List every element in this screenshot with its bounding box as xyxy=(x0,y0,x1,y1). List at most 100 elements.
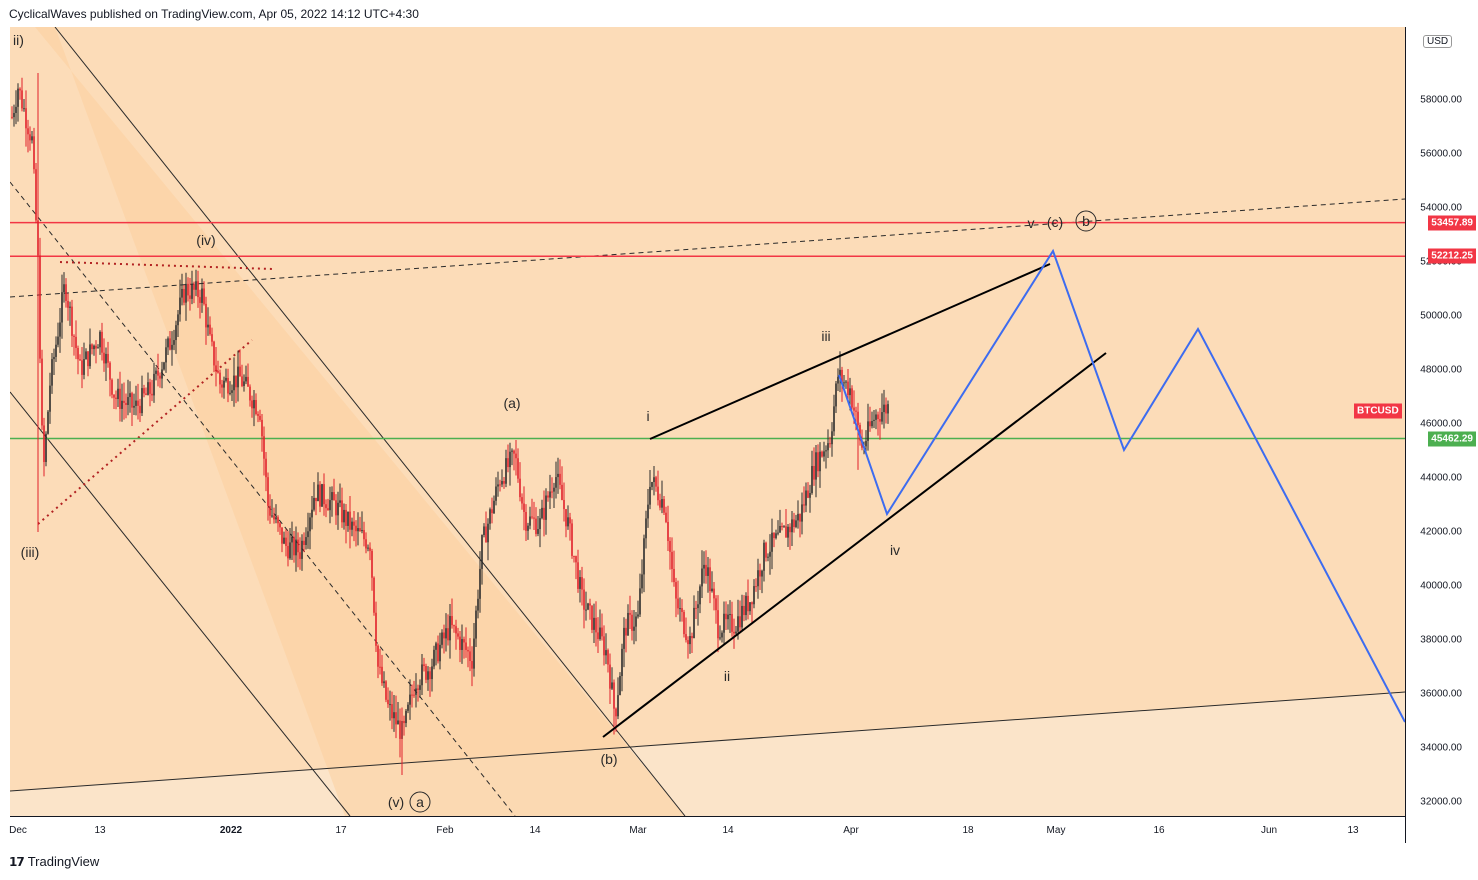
candle-body xyxy=(481,535,483,569)
footer-brand[interactable]: 𝟭𝟳 TradingView xyxy=(9,854,99,869)
candle-body xyxy=(141,388,143,414)
candle-body xyxy=(197,281,199,298)
candle-body xyxy=(539,518,541,530)
chart-plot-area[interactable]: ii) (iii) (iv) (v) (a) (b) i ii iii iv v (c) a b xyxy=(10,27,1405,816)
candle-body xyxy=(187,283,189,296)
candle-body xyxy=(239,366,241,377)
candle-body xyxy=(567,517,569,527)
candle-body xyxy=(257,413,259,416)
candle-body xyxy=(63,284,65,293)
candle-body xyxy=(365,539,367,549)
channel-mid-dashed xyxy=(10,181,516,816)
candle-body xyxy=(599,627,601,640)
wave-label: (iii) xyxy=(21,544,40,560)
candle-body xyxy=(629,612,631,615)
candle-body xyxy=(887,404,889,414)
candle-body xyxy=(609,664,611,689)
candle-body xyxy=(27,128,29,135)
candle-body xyxy=(627,612,629,636)
candle-body xyxy=(259,415,261,420)
candle-body xyxy=(145,393,147,395)
wedge-lower-line xyxy=(602,352,1107,738)
candle-body xyxy=(831,431,833,445)
candle-body xyxy=(465,642,467,650)
candle-body xyxy=(751,602,753,605)
time-axis[interactable]: Dec 13 2022 17 Feb 14 Mar 14 Apr 18 May 16 Jun 13 xyxy=(9,816,1405,844)
candle-body xyxy=(569,517,571,524)
candle-body xyxy=(223,380,225,388)
candle-body xyxy=(339,500,341,503)
candle-body xyxy=(705,564,707,576)
candle-body xyxy=(765,542,767,558)
candle-body xyxy=(547,495,549,498)
candle-body xyxy=(579,577,581,589)
candle-body xyxy=(313,497,315,510)
candle-body xyxy=(749,602,751,612)
candle-body xyxy=(311,509,313,518)
currency-badge[interactable]: USD xyxy=(1423,35,1453,48)
candle-body xyxy=(377,645,379,667)
publish-header: CyclicalWaves published on TradingView.c… xyxy=(9,7,419,21)
candle-body xyxy=(585,609,587,611)
time-tick-label: 16 xyxy=(1153,825,1165,836)
candle-body xyxy=(591,605,593,630)
candle-body xyxy=(537,529,539,534)
candle-body xyxy=(437,643,439,662)
price-tick-label: 32000.00 xyxy=(1420,796,1462,808)
candle-body xyxy=(525,511,527,531)
candle-body xyxy=(655,477,657,487)
candle-body xyxy=(181,288,183,298)
candle-body xyxy=(781,525,783,528)
candle-body xyxy=(329,500,331,511)
candle-body xyxy=(295,539,297,556)
candle-body xyxy=(793,519,795,527)
candle-body xyxy=(835,383,837,407)
candle-body xyxy=(741,605,743,628)
candle-body xyxy=(159,375,161,379)
candle-body xyxy=(447,628,449,641)
candle-body xyxy=(121,400,123,409)
candle-body xyxy=(379,666,381,668)
candle-body xyxy=(193,284,195,290)
candle-body xyxy=(411,694,413,696)
candle-body xyxy=(809,493,811,498)
candle-body xyxy=(487,523,489,543)
candle-body xyxy=(227,377,229,394)
candle-body xyxy=(103,352,105,364)
candle-body xyxy=(529,516,531,526)
price-tick-label: 42000.00 xyxy=(1420,526,1462,538)
candle-body xyxy=(341,500,343,523)
price-level-tag: 52212.25 xyxy=(1428,248,1476,264)
candle-body xyxy=(407,704,409,711)
candle-body xyxy=(561,484,563,500)
candle-body xyxy=(317,484,319,502)
candle-body xyxy=(821,451,823,457)
candle-body xyxy=(191,284,193,299)
candle-body xyxy=(745,595,747,616)
candle-body xyxy=(531,516,533,518)
candle-body xyxy=(721,632,723,638)
candle-body xyxy=(201,288,203,303)
candle-body xyxy=(75,336,77,349)
candle-body xyxy=(163,362,165,370)
candle-body xyxy=(761,570,763,577)
candle-body xyxy=(885,404,887,414)
price-tick-label: 40000.00 xyxy=(1420,580,1462,592)
price-tick-label: 56000.00 xyxy=(1420,148,1462,160)
candle-body xyxy=(557,473,559,478)
time-tick-label: Feb xyxy=(436,825,454,836)
candle-body xyxy=(597,632,599,640)
candle-body xyxy=(115,397,117,400)
candle-body xyxy=(247,376,249,387)
price-tick-label: 48000.00 xyxy=(1420,364,1462,376)
candle-body xyxy=(185,283,187,303)
candle-body xyxy=(645,518,647,539)
candle-body xyxy=(495,486,497,501)
candle-body xyxy=(877,414,879,420)
candle-body xyxy=(777,532,779,534)
candle-body xyxy=(353,521,355,526)
candle-body xyxy=(651,482,653,487)
price-axis[interactable]: 58000.0056000.0054000.0052000.0050000.00… xyxy=(1405,27,1478,843)
candle-body xyxy=(611,682,613,689)
